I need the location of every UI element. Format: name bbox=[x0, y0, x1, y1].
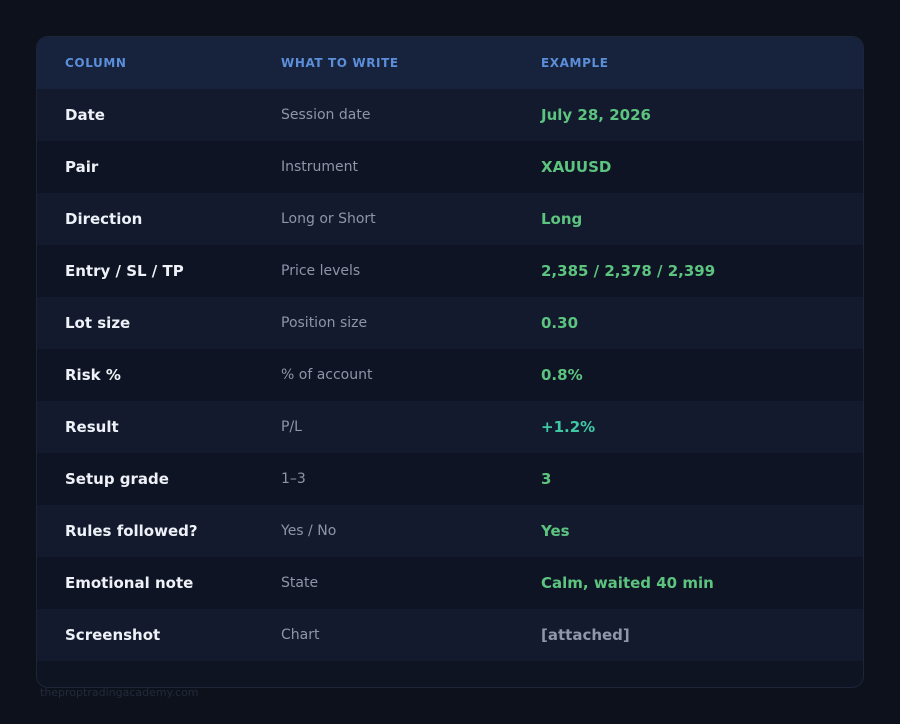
table-row: Screenshot Chart [attached] bbox=[37, 609, 863, 661]
header-example: EXAMPLE bbox=[541, 56, 609, 70]
header-column: COLUMN bbox=[65, 56, 127, 70]
row-example: 2,385 / 2,378 / 2,399 bbox=[541, 262, 716, 280]
row-column-name: Rules followed? bbox=[65, 522, 198, 540]
table-row: Rules followed? Yes / No Yes bbox=[37, 505, 863, 557]
table-row: Lot size Position size 0.30 bbox=[37, 297, 863, 349]
table-row: Emotional note State Calm, waited 40 min bbox=[37, 557, 863, 609]
table-header: COLUMN WHAT TO WRITE EXAMPLE bbox=[37, 37, 863, 89]
table-row: Risk % % of account 0.8% bbox=[37, 349, 863, 401]
row-column-name: Setup grade bbox=[65, 470, 169, 488]
row-what-to-write: P/L bbox=[281, 419, 302, 435]
table-body: Date Session date July 28, 2026 Pair Ins… bbox=[37, 89, 863, 661]
row-what-to-write: Long or Short bbox=[281, 211, 376, 227]
row-example: 0.30 bbox=[541, 314, 579, 332]
row-what-to-write: Session date bbox=[281, 107, 371, 123]
table-row: Result P/L +1.2% bbox=[37, 401, 863, 453]
watermark: theproptradingacademy.com bbox=[40, 686, 199, 699]
row-example: [attached] bbox=[541, 626, 630, 644]
row-what-to-write: Price levels bbox=[281, 263, 361, 279]
row-example: July 28, 2026 bbox=[541, 106, 651, 124]
table-row: Pair Instrument XAUUSD bbox=[37, 141, 863, 193]
row-what-to-write: Instrument bbox=[281, 159, 359, 175]
row-column-name: Result bbox=[65, 418, 119, 436]
row-column-name: Date bbox=[65, 106, 105, 124]
row-column-name: Screenshot bbox=[65, 626, 161, 644]
row-column-name: Risk % bbox=[65, 366, 121, 384]
row-example: Calm, waited 40 min bbox=[541, 574, 714, 592]
row-column-name: Pair bbox=[65, 158, 99, 176]
row-column-name: Direction bbox=[65, 210, 143, 228]
row-column-name: Lot size bbox=[65, 314, 131, 332]
header-what-to-write: WHAT TO WRITE bbox=[281, 56, 399, 70]
row-example: 0.8% bbox=[541, 366, 583, 384]
row-column-name: Emotional note bbox=[65, 574, 194, 592]
row-what-to-write: 1–3 bbox=[281, 471, 306, 487]
journal-table-card: COLUMN WHAT TO WRITE EXAMPLE Date Sessio… bbox=[36, 36, 864, 688]
table-row: Setup grade 1–3 3 bbox=[37, 453, 863, 505]
table-row: Direction Long or Short Long bbox=[37, 193, 863, 245]
row-what-to-write: Yes / No bbox=[281, 523, 337, 539]
row-example: +1.2% bbox=[541, 418, 596, 436]
table-row: Date Session date July 28, 2026 bbox=[37, 89, 863, 141]
row-what-to-write: Chart bbox=[281, 627, 320, 643]
table-row: Entry / SL / TP Price levels 2,385 / 2,3… bbox=[37, 245, 863, 297]
row-example: Yes bbox=[541, 522, 570, 540]
row-what-to-write: Position size bbox=[281, 315, 368, 331]
row-example: XAUUSD bbox=[541, 158, 612, 176]
row-what-to-write: State bbox=[281, 575, 319, 591]
row-example: Long bbox=[541, 210, 583, 228]
row-column-name: Entry / SL / TP bbox=[65, 262, 184, 280]
row-example: 3 bbox=[541, 470, 552, 488]
row-what-to-write: % of account bbox=[281, 367, 373, 383]
